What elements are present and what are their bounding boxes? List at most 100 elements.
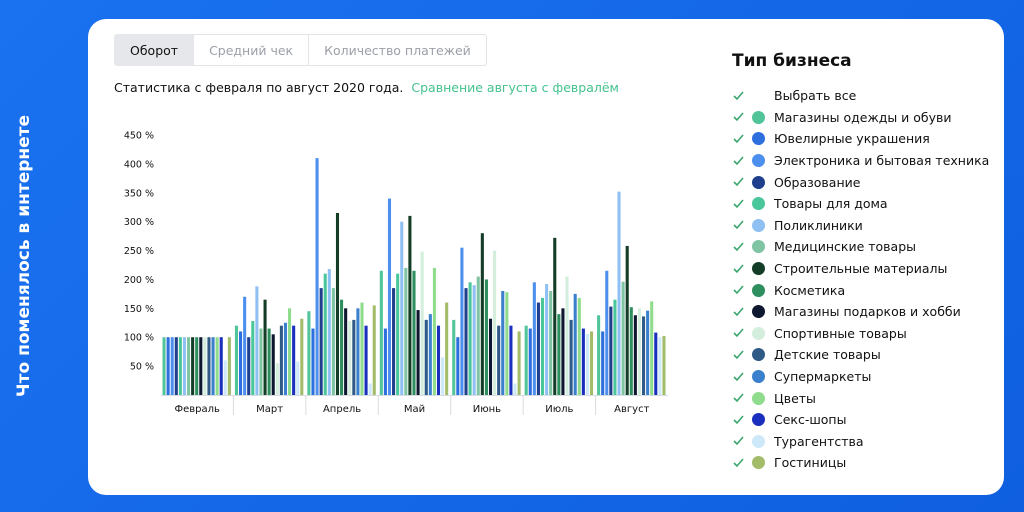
- bar[interactable]: [360, 302, 364, 395]
- bar[interactable]: [585, 333, 589, 395]
- bar[interactable]: [517, 331, 521, 395]
- bar[interactable]: [408, 215, 412, 395]
- bar[interactable]: [352, 319, 356, 395]
- bar[interactable]: [524, 325, 528, 395]
- tab-payments-count[interactable]: Количество платежей: [309, 34, 487, 66]
- tab-average-check[interactable]: Средний чек: [194, 34, 310, 66]
- bar[interactable]: [331, 288, 335, 395]
- bar[interactable]: [296, 361, 300, 395]
- bar[interactable]: [617, 191, 621, 395]
- checkbox-checked-icon[interactable]: [732, 111, 744, 123]
- bar[interactable]: [452, 319, 456, 395]
- bar[interactable]: [662, 336, 666, 395]
- bar[interactable]: [404, 267, 408, 395]
- legend-item[interactable]: Супермаркеты: [732, 366, 992, 388]
- bar[interactable]: [234, 325, 239, 395]
- legend-item[interactable]: Ювелирные украшения: [732, 128, 992, 150]
- bar[interactable]: [344, 308, 348, 395]
- bar[interactable]: [597, 315, 601, 395]
- legend-item[interactable]: Образование: [732, 171, 992, 193]
- bar[interactable]: [468, 282, 472, 395]
- bar[interactable]: [307, 311, 311, 395]
- checkbox-checked-icon[interactable]: [732, 241, 744, 253]
- bar[interactable]: [288, 308, 292, 395]
- legend-item[interactable]: Детские товары: [732, 344, 992, 366]
- bar[interactable]: [428, 314, 432, 395]
- bar[interactable]: [545, 284, 549, 395]
- checkbox-checked-icon[interactable]: [732, 90, 744, 102]
- bar[interactable]: [565, 276, 569, 395]
- compare-link[interactable]: Сравнение августа с февралём: [411, 80, 619, 95]
- legend-item[interactable]: Медицинские товары: [732, 236, 992, 258]
- bar[interactable]: [203, 337, 207, 395]
- bar[interactable]: [279, 325, 283, 395]
- bar[interactable]: [166, 337, 170, 395]
- bar[interactable]: [387, 198, 392, 395]
- bar[interactable]: [497, 325, 501, 395]
- bar[interactable]: [219, 337, 223, 395]
- legend-item[interactable]: Магазины подарков и хобби: [732, 301, 992, 323]
- bar[interactable]: [472, 285, 476, 395]
- bar[interactable]: [182, 337, 186, 395]
- bar[interactable]: [174, 337, 178, 395]
- bar[interactable]: [416, 310, 420, 395]
- bar[interactable]: [621, 281, 625, 395]
- legend-item[interactable]: Спортивные товары: [732, 323, 992, 345]
- legend-item[interactable]: Цветы: [732, 387, 992, 409]
- legend-item[interactable]: Строительные материалы: [732, 258, 992, 280]
- bar[interactable]: [646, 310, 650, 395]
- bar[interactable]: [493, 250, 497, 395]
- bar[interactable]: [573, 293, 577, 395]
- bar[interactable]: [589, 331, 594, 395]
- bar[interactable]: [601, 331, 605, 395]
- bar[interactable]: [275, 363, 279, 395]
- bar[interactable]: [247, 337, 251, 395]
- bar[interactable]: [207, 337, 211, 395]
- checkbox-checked-icon[interactable]: [732, 306, 744, 318]
- bar[interactable]: [650, 301, 654, 395]
- bar[interactable]: [484, 279, 488, 395]
- bar[interactable]: [292, 325, 296, 395]
- bar[interactable]: [379, 270, 383, 395]
- bar[interactable]: [335, 213, 340, 395]
- bar[interactable]: [480, 233, 484, 395]
- bar[interactable]: [215, 337, 219, 395]
- bar[interactable]: [509, 325, 513, 395]
- bar[interactable]: [195, 337, 199, 395]
- bar[interactable]: [267, 328, 271, 395]
- checkbox-checked-icon[interactable]: [732, 392, 744, 404]
- bar[interactable]: [283, 322, 288, 395]
- checkbox-checked-icon[interactable]: [732, 176, 744, 188]
- bar[interactable]: [613, 299, 617, 395]
- bar[interactable]: [323, 273, 327, 395]
- bar[interactable]: [170, 337, 174, 395]
- bar[interactable]: [412, 270, 416, 395]
- bar[interactable]: [658, 337, 662, 395]
- checkbox-checked-icon[interactable]: [732, 414, 744, 426]
- bar[interactable]: [211, 337, 215, 395]
- bar[interactable]: [488, 318, 493, 395]
- checkbox-checked-icon[interactable]: [732, 457, 744, 469]
- bar[interactable]: [532, 282, 536, 395]
- legend-item[interactable]: Поликлиники: [732, 215, 992, 237]
- bar[interactable]: [536, 302, 540, 395]
- bar[interactable]: [340, 299, 344, 395]
- bar[interactable]: [396, 273, 400, 395]
- legend-item[interactable]: Косметика: [732, 279, 992, 301]
- bar[interactable]: [227, 337, 231, 395]
- bar[interactable]: [505, 292, 509, 395]
- bar[interactable]: [549, 291, 553, 395]
- bar[interactable]: [557, 314, 561, 395]
- bar[interactable]: [420, 251, 424, 395]
- bar[interactable]: [315, 158, 319, 395]
- checkbox-checked-icon[interactable]: [732, 349, 744, 361]
- bar[interactable]: [577, 297, 581, 395]
- bar[interactable]: [239, 331, 243, 395]
- bar[interactable]: [199, 337, 203, 395]
- bar[interactable]: [327, 269, 331, 395]
- bar[interactable]: [259, 328, 263, 395]
- bar[interactable]: [187, 337, 191, 395]
- checkbox-checked-icon[interactable]: [732, 435, 744, 447]
- bar[interactable]: [400, 221, 404, 395]
- bar[interactable]: [553, 237, 557, 395]
